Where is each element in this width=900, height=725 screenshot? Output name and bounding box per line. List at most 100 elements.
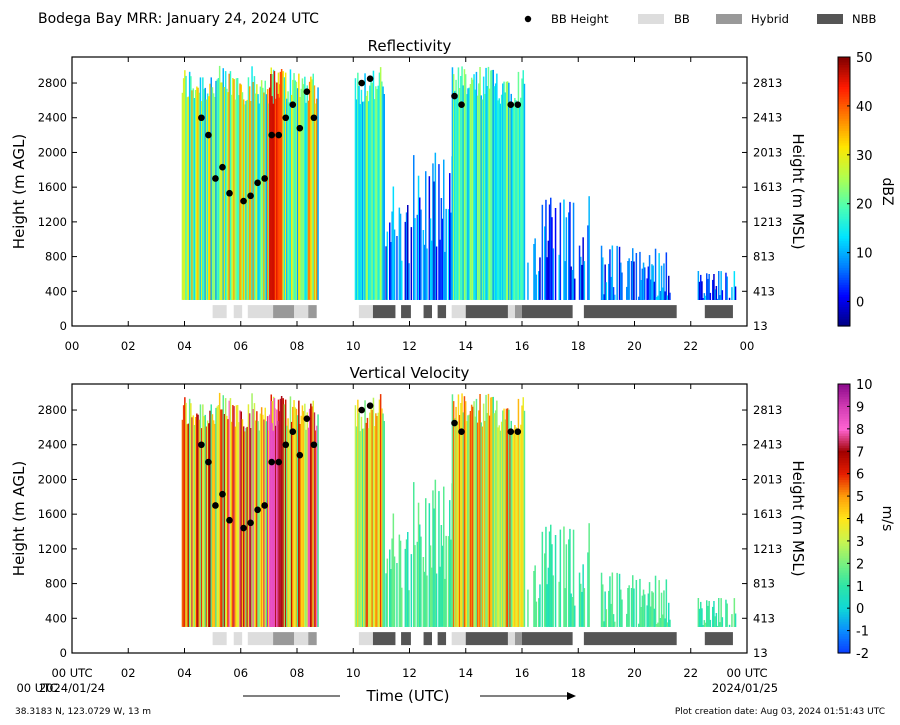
rain-type-hybrid [308,305,317,319]
colorbar-step [838,125,850,129]
colorbar-step [838,113,850,117]
y-tick-label: 0 [60,646,67,660]
echo-column [714,616,716,627]
echo-column [516,103,518,300]
echo-column [375,86,377,300]
echo-column [313,412,316,627]
colorbar-step [838,245,850,249]
echo-column [505,81,508,300]
echo-column [381,408,383,627]
echo-column [373,426,376,627]
echo-column [462,85,464,301]
echo-column [527,589,529,627]
y-right-tick-label: 1213 [753,542,782,556]
echo-column [292,79,294,301]
echo-column [633,261,635,300]
rain-type-nbb [465,632,508,646]
rain-type-hybrid [273,632,295,646]
echo-column [218,392,221,627]
echo-column [288,429,290,627]
echo-column [296,415,299,627]
echo-column [277,420,279,627]
echo-column [468,414,470,627]
echo-column [545,526,547,627]
echo-column [432,490,434,627]
echo-column [375,413,377,627]
echo-column [452,401,455,627]
echo-column [296,88,299,300]
echo-column [574,605,576,627]
echo-column [660,265,663,300]
echo-column [283,404,286,627]
y-axis-label-right: Height (m MSL) [789,133,807,249]
echo-column [485,67,487,301]
echo-column [234,99,236,300]
echo-column [463,69,466,300]
echo-column [657,295,659,300]
colorbar-step [838,586,850,591]
colorbar-step [838,135,850,139]
echo-column [488,415,491,627]
echo-column [480,422,482,627]
colorbar-step [838,123,850,127]
echo-column [494,410,497,627]
echo-column [299,97,301,300]
echo-column [569,201,571,300]
echo-column [215,407,217,627]
echo-column [252,82,254,300]
echo-column [715,613,718,627]
echo-column [641,595,644,627]
echo-column [658,580,660,627]
echo-column [314,103,317,300]
echo-column [316,98,318,300]
colorbar-step [838,277,850,281]
echo-column [254,420,257,627]
bb-height-point [507,101,515,109]
y-right-tick-label: 2013 [753,145,782,159]
echo-column [720,598,722,627]
echo-column [308,408,311,627]
echo-column [392,186,395,300]
echo-column [650,606,652,627]
x-tick-label: 00 [65,339,80,353]
echo-column [608,263,610,300]
echo-column [574,278,576,300]
colorbar-step [838,255,850,259]
bb-height-point [296,124,304,132]
echo-column [240,84,242,300]
bb-height-point [282,441,290,449]
echo-column [660,592,663,627]
echo-column [460,403,462,627]
echo-column [364,73,366,300]
echo-column [198,92,200,300]
x-tick-label: 08 [290,339,305,353]
echo-column [718,271,720,300]
colorbar-step [838,616,850,620]
colorbar-step [838,486,850,490]
bb-height-point [247,519,254,527]
x-tick-label: 14 [458,666,473,680]
colorbar-step [838,149,850,153]
echo-column [518,429,521,627]
echo-column [194,417,197,627]
echo-column [438,491,440,627]
echo-column [521,405,523,627]
rain-type-nbb [522,632,573,646]
echo-column [534,565,536,627]
y-right-tick-label: 2013 [753,472,782,486]
colorbar-step [838,147,850,151]
echo-column [558,254,560,300]
colorbar-step [838,242,850,246]
colorbar-step [838,237,850,242]
echo-column [307,427,310,627]
echo-column [391,538,393,627]
colorbar-step [838,476,850,480]
echo-column [302,411,305,627]
echo-column [665,252,668,300]
y-axis-label-right: Height (m MSL) [789,460,807,576]
colorbar-step [838,557,850,561]
echo-column [197,87,199,300]
echo-column [605,609,608,627]
echo-column [302,84,305,300]
colorbar-tick-label: -2 [856,647,869,662]
